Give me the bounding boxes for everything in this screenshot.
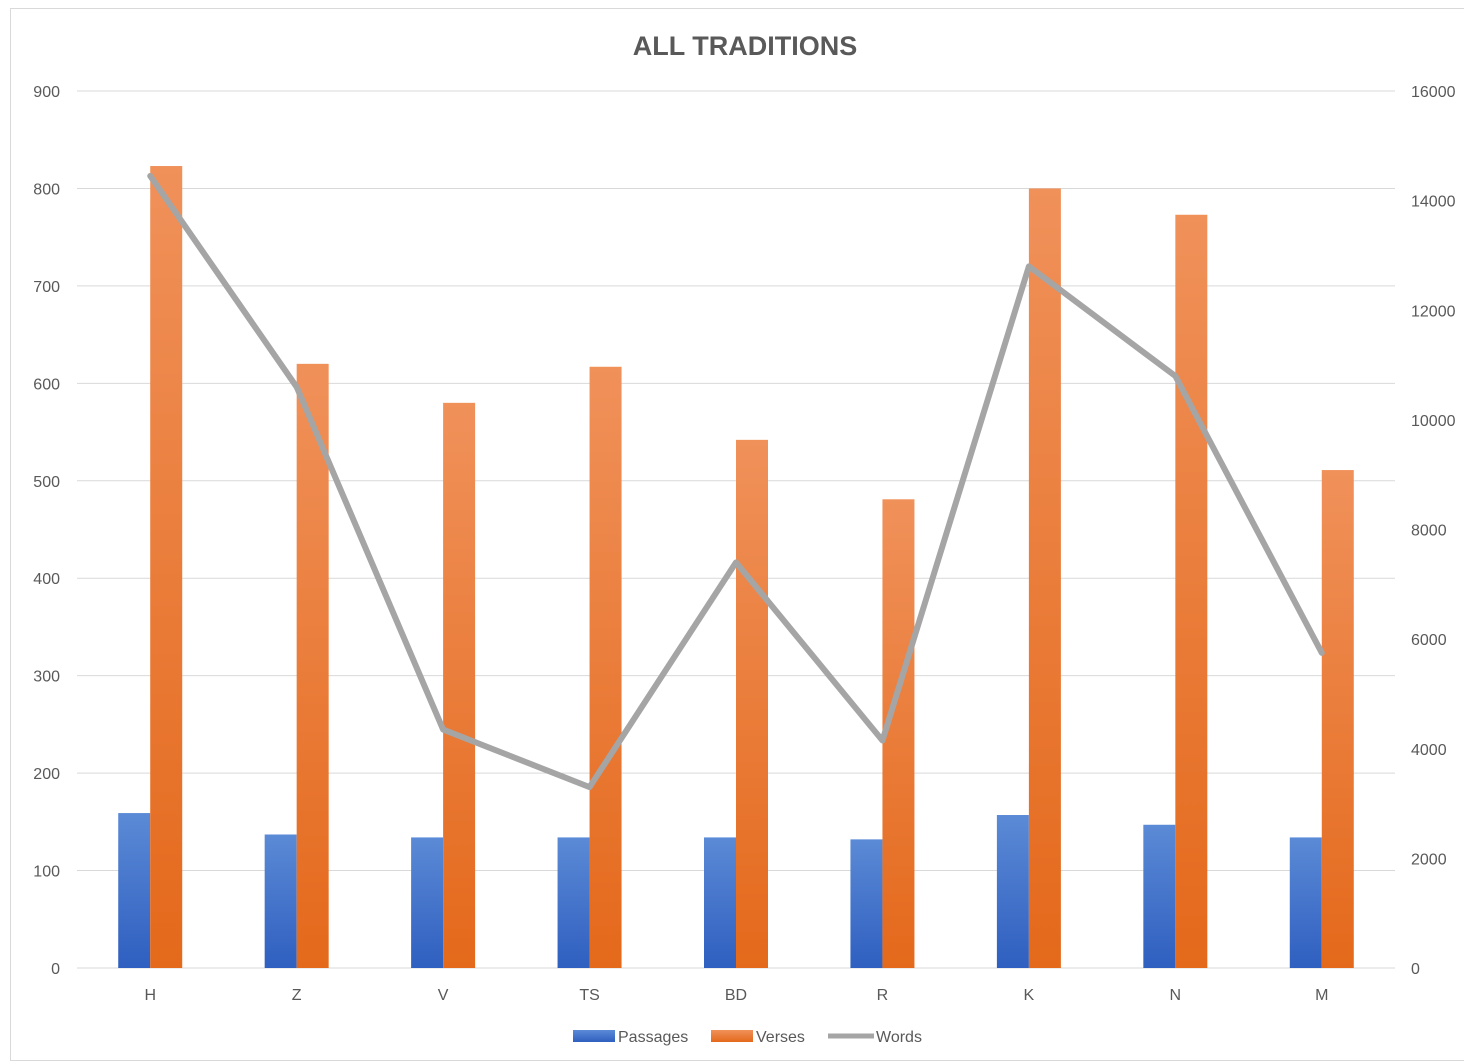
verses-bar-bd bbox=[736, 439, 768, 969]
verses-bar-v bbox=[443, 402, 476, 968]
passages-bar-m bbox=[1289, 837, 1322, 968]
x-tick-label: Z bbox=[292, 987, 302, 1004]
right-tick-label: 0 bbox=[1411, 961, 1420, 978]
passages-bar-h bbox=[118, 813, 151, 968]
right-tick-label: 14000 bbox=[1411, 194, 1456, 211]
right-tick-label: 10000 bbox=[1411, 413, 1456, 430]
legend-label-words: Words bbox=[876, 1029, 922, 1046]
left-tick-label: 900 bbox=[33, 84, 60, 101]
passages-bar-z bbox=[264, 834, 297, 968]
x-tick-label: BD bbox=[725, 987, 747, 1004]
x-tick-label: K bbox=[1024, 987, 1035, 1004]
verses-bar-n bbox=[1175, 214, 1208, 968]
passages-bar-k bbox=[996, 815, 1029, 968]
left-tick-label: 800 bbox=[33, 181, 60, 198]
right-axis-ticks: 0 2000 4000 6000 8000 10000 12000 14000 16000 bbox=[1411, 84, 1456, 978]
right-tick-label: 8000 bbox=[1411, 523, 1447, 540]
legend-swatch-passages bbox=[573, 1030, 615, 1042]
legend: Passages Verses Words bbox=[573, 1029, 922, 1046]
chart-title: ALL TRADITIONS bbox=[633, 31, 858, 61]
passages-bar-r bbox=[850, 839, 883, 968]
words-series-line bbox=[147, 172, 1325, 791]
left-tick-label: 300 bbox=[33, 669, 60, 686]
verses-bar-z bbox=[296, 363, 329, 968]
right-tick-label: 16000 bbox=[1411, 84, 1456, 101]
legend-swatch-verses bbox=[711, 1030, 753, 1042]
verses-bar-k bbox=[1028, 188, 1061, 968]
legend-label-passages: Passages bbox=[618, 1029, 688, 1046]
left-tick-label: 500 bbox=[33, 474, 60, 491]
left-axis-ticks: 0 100 200 300 400 500 600 700 800 900 bbox=[33, 84, 60, 978]
x-tick-label: V bbox=[438, 987, 449, 1004]
x-tick-label: N bbox=[1170, 987, 1182, 1004]
left-tick-label: 700 bbox=[33, 279, 60, 296]
right-tick-label: 6000 bbox=[1411, 632, 1447, 649]
verses-bar-ts bbox=[589, 366, 622, 968]
legend-label-verses: Verses bbox=[756, 1029, 805, 1046]
bars bbox=[118, 166, 1354, 969]
x-axis-ticks: H Z V TS BD R K N M bbox=[144, 987, 1328, 1004]
verses-bar-m bbox=[1321, 470, 1354, 968]
passages-bar-n bbox=[1143, 824, 1176, 968]
x-tick-label: TS bbox=[579, 987, 599, 1004]
left-tick-label: 100 bbox=[33, 864, 60, 881]
left-tick-label: 400 bbox=[33, 571, 60, 588]
right-tick-label: 2000 bbox=[1411, 851, 1447, 868]
x-tick-label: M bbox=[1315, 987, 1328, 1004]
chart-frame bbox=[10, 8, 1464, 1061]
passages-bar-v bbox=[411, 837, 444, 968]
x-tick-label: H bbox=[144, 987, 156, 1004]
left-tick-label: 0 bbox=[51, 961, 60, 978]
right-tick-label: 4000 bbox=[1411, 742, 1447, 759]
right-tick-label: 12000 bbox=[1411, 303, 1456, 320]
verses-bar-r bbox=[882, 499, 915, 968]
x-tick-label: R bbox=[877, 987, 889, 1004]
passages-bar-ts bbox=[557, 837, 590, 968]
left-tick-label: 200 bbox=[33, 766, 60, 783]
left-tick-label: 600 bbox=[33, 376, 60, 393]
verses-bar-h bbox=[150, 166, 183, 968]
words-line bbox=[147, 172, 1325, 791]
passages-bar-bd bbox=[704, 837, 736, 968]
